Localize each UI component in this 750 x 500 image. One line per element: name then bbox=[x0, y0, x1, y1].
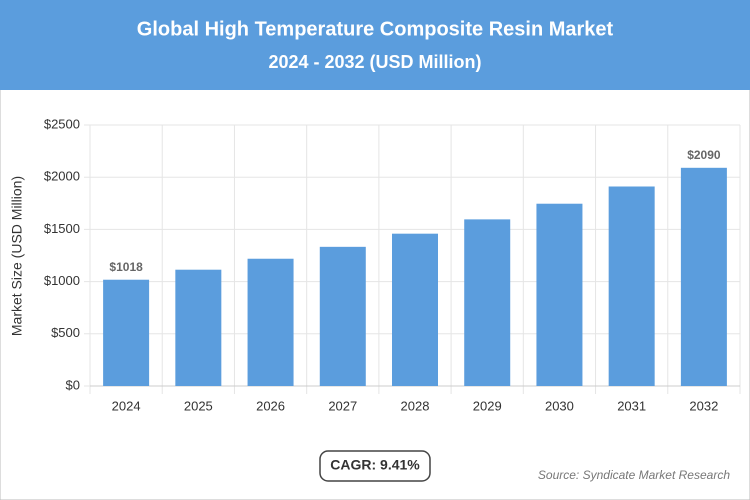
x-tick-label: 2024 bbox=[112, 398, 141, 413]
y-tick-label: $1500 bbox=[44, 221, 80, 236]
bar bbox=[319, 246, 366, 386]
x-tick-label: 2030 bbox=[545, 398, 574, 413]
bar bbox=[392, 233, 438, 386]
x-tick-label: 2031 bbox=[617, 398, 646, 413]
y-axis-label: Market Size (USD Million) bbox=[9, 176, 25, 336]
cagr-box bbox=[319, 450, 431, 482]
x-tick-label: 2029 bbox=[473, 398, 502, 413]
x-tick-label: 2026 bbox=[256, 398, 285, 413]
bar bbox=[608, 186, 655, 386]
bar bbox=[247, 258, 294, 386]
bar bbox=[680, 167, 727, 386]
bar bbox=[464, 219, 511, 386]
value-label: $1018 bbox=[109, 260, 143, 274]
y-tick-label: $500 bbox=[51, 325, 80, 340]
chart-title: Global High Temperature Composite Resin … bbox=[137, 18, 614, 40]
y-tick-label: $0 bbox=[66, 377, 80, 392]
chart-subtitle: 2024 - 2032 (USD Million) bbox=[268, 52, 481, 72]
value-label: $2090 bbox=[687, 148, 721, 162]
x-tick-label: 2028 bbox=[401, 398, 430, 413]
header-band bbox=[0, 0, 750, 90]
x-tick-label: 2027 bbox=[328, 398, 357, 413]
bar bbox=[175, 269, 222, 386]
cagr-label: CAGR: 9.41% bbox=[330, 457, 420, 473]
source-note: Source: Syndicate Market Research bbox=[538, 468, 730, 482]
x-tick-label: 2025 bbox=[184, 398, 213, 413]
bar bbox=[103, 279, 150, 386]
y-tick-label: $2000 bbox=[44, 169, 80, 184]
y-tick-label: $1000 bbox=[44, 273, 80, 288]
y-tick-label: $2500 bbox=[44, 116, 80, 131]
bar bbox=[536, 203, 583, 386]
x-tick-label: 2032 bbox=[689, 398, 718, 413]
